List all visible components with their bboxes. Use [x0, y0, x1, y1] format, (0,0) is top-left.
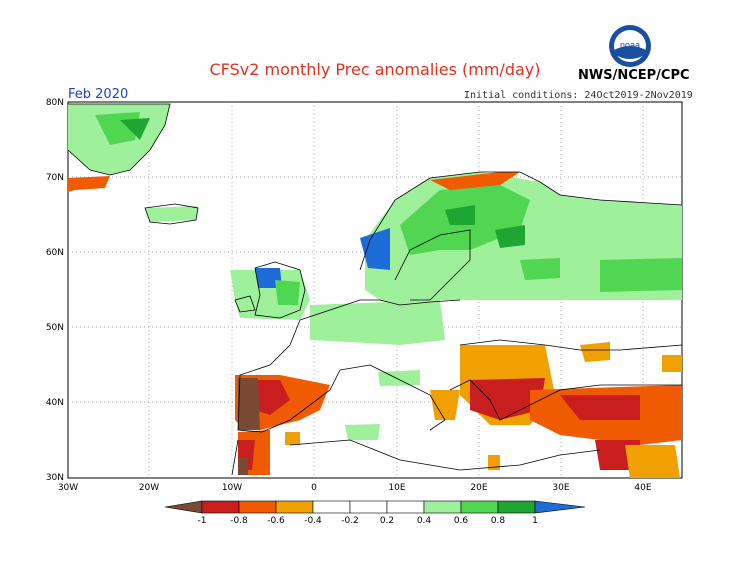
lat-label: 30N	[46, 473, 64, 483]
lon-label: 10E	[388, 483, 405, 493]
lat-label: 40N	[46, 398, 64, 408]
initial-conditions: Initial conditions: 24Oct2019-2Nov2019	[464, 90, 693, 101]
lon-labels: 30W 20W 10W 0 10E 20E 30E 40E	[58, 483, 652, 493]
forecast-period: Feb 2020	[68, 87, 129, 102]
colorbar-label: -0.6	[267, 516, 285, 526]
colorbar-label: 0.4	[417, 516, 432, 526]
colorbar-seg	[275, 500, 314, 514]
colorbar-seg	[534, 500, 586, 514]
colorbar-seg	[238, 500, 277, 514]
lon-label: 40E	[634, 483, 651, 493]
lat-label: 80N	[46, 98, 64, 108]
lat-label: 50N	[46, 323, 64, 333]
lat-label: 70N	[46, 173, 64, 183]
lon-label: 20W	[139, 483, 159, 493]
map-title: CFSv2 monthly Prec anomalies (mm/day)	[209, 60, 541, 79]
colorbar-seg	[201, 500, 240, 514]
colorbar-label: -1	[198, 516, 207, 526]
anomaly-fields	[68, 104, 682, 478]
lon-label: 30W	[58, 483, 78, 493]
noaa-logo: noaa	[608, 24, 652, 68]
colorbar-label: 1	[532, 516, 538, 526]
colorbar-seg	[386, 500, 425, 514]
lon-label: 10W	[222, 483, 242, 493]
lon-label: 0	[311, 483, 317, 493]
colorbar-seg	[423, 500, 462, 514]
colorbar-label: -0.2	[341, 516, 359, 526]
colorbar-label: -0.4	[304, 516, 322, 526]
colorbar-seg	[164, 500, 203, 514]
colorbar-seg	[497, 500, 536, 514]
lat-label: 60N	[46, 248, 64, 258]
coastlines	[67, 103, 683, 476]
colorbar-label: -0.8	[230, 516, 248, 526]
lat-labels: 80N 70N 60N 50N 40N 30N	[46, 98, 64, 483]
lon-label: 20E	[470, 483, 487, 493]
agency-label: NWS/NCEP/CPC	[578, 68, 690, 83]
colorbar-seg	[460, 500, 499, 514]
colorbar-label: 0.2	[380, 516, 394, 526]
colorbar-label: 0.8	[491, 516, 506, 526]
colorbar-seg	[349, 500, 388, 514]
lon-label: 30E	[552, 483, 569, 493]
colorbar-labels: -1 -0.8 -0.6 -0.4 -0.2 0.2 0.4 0.6 0.8 1	[198, 516, 538, 526]
colorbar	[164, 500, 586, 514]
colorbar-seg	[312, 500, 351, 514]
svg-text:noaa: noaa	[620, 40, 640, 50]
colorbar-label: 0.6	[454, 516, 469, 526]
